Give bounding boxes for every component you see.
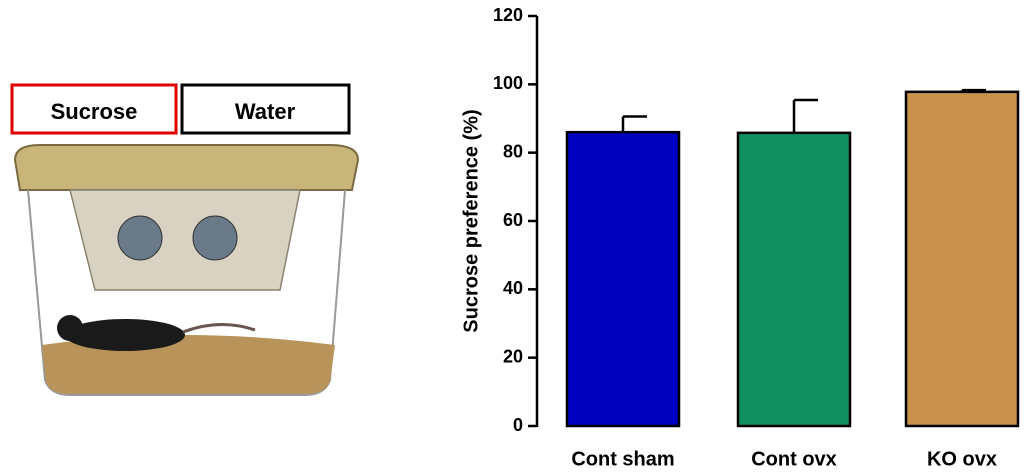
- mouse-head: [57, 315, 83, 341]
- photo-label: Water: [235, 99, 296, 124]
- x-tick-label: KO ovx: [927, 448, 997, 470]
- x-tick-label: Cont sham: [571, 448, 674, 470]
- bar: [906, 92, 1018, 426]
- bar: [567, 132, 679, 426]
- cage-illustration: Sucrose Water: [12, 85, 358, 395]
- photo-label: Sucrose: [51, 99, 138, 124]
- y-tick-label: 20: [503, 346, 523, 366]
- cage-rack: [70, 190, 300, 290]
- bar: [738, 133, 850, 426]
- bottle-right: [193, 216, 237, 260]
- y-tick-label: 0: [513, 415, 523, 435]
- y-tick-label: 60: [503, 210, 523, 230]
- y-tick-label: 80: [503, 141, 523, 161]
- mouse-body: [65, 319, 185, 351]
- bottle-left: [118, 216, 162, 260]
- x-tick-label: Cont ovx: [751, 448, 837, 470]
- mouse-tail: [183, 324, 255, 332]
- y-axis-label: Sucrose preference (%): [460, 109, 482, 332]
- cage-lid: [15, 145, 358, 190]
- figure: Sucrose Water Sucrose preference (%) 0 20…: [0, 0, 1036, 474]
- y-tick-label: 40: [503, 278, 523, 298]
- y-tick-label: 120: [493, 5, 523, 25]
- y-tick-label: 100: [493, 73, 523, 93]
